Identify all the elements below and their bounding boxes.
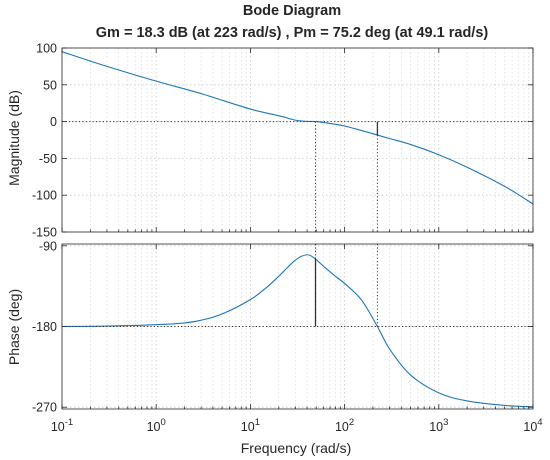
y-tick-label: 100: [36, 42, 57, 56]
phase-grid: [61, 244, 534, 409]
chart-title: Bode Diagram: [243, 3, 341, 19]
y-tick-label: 50: [43, 78, 57, 92]
x-tick-label: 102: [335, 417, 354, 434]
y-tick-label: -90: [39, 239, 57, 253]
y-tick-label: -180: [32, 320, 57, 334]
y-tick-label: 0: [50, 115, 57, 129]
phase-y-axis-label: Phase (deg): [6, 289, 22, 365]
magnitude-subplot: 100 50 0 -50 -100 -150 Magnitude (dB): [6, 42, 534, 240]
x-axis-label: Frequency (rad/s): [241, 440, 351, 456]
margin-summary-subtitle: Gm = 18.3 dB (at 223 rad/s) , Pm = 75.2 …: [96, 25, 489, 41]
x-tick-label: 100: [147, 417, 166, 434]
magnitude-y-axis-label: Magnitude (dB): [6, 90, 22, 186]
magnitude-grid: [61, 47, 534, 233]
x-tick-label: 103: [429, 417, 448, 434]
magnitude-y-tick-labels: 100 50 0 -50 -100 -150: [32, 42, 57, 240]
y-tick-label: -50: [39, 152, 57, 166]
phase-subplot: -90 -180 -270 Phase (deg): [6, 239, 534, 415]
phase-ticks: [61, 244, 534, 409]
magnitude-axes-box: [61, 47, 534, 233]
x-tick-label: 104: [523, 417, 542, 434]
phase-margin-markers: [62, 244, 533, 327]
x-tick-label: 10-1: [51, 417, 73, 434]
y-tick-label: -100: [32, 189, 57, 203]
magnitude-ticks: [61, 47, 534, 233]
phase-y-tick-labels: -90 -180 -270: [32, 239, 57, 414]
y-tick-label: -150: [32, 226, 57, 240]
magnitude-curve: [61, 51, 534, 205]
magnitude-margin-markers: [62, 121, 533, 232]
y-tick-label: -270: [32, 401, 57, 415]
x-tick-label: 101: [241, 417, 260, 434]
x-tick-labels: 10-1 100 101 102 103 104: [51, 417, 543, 434]
